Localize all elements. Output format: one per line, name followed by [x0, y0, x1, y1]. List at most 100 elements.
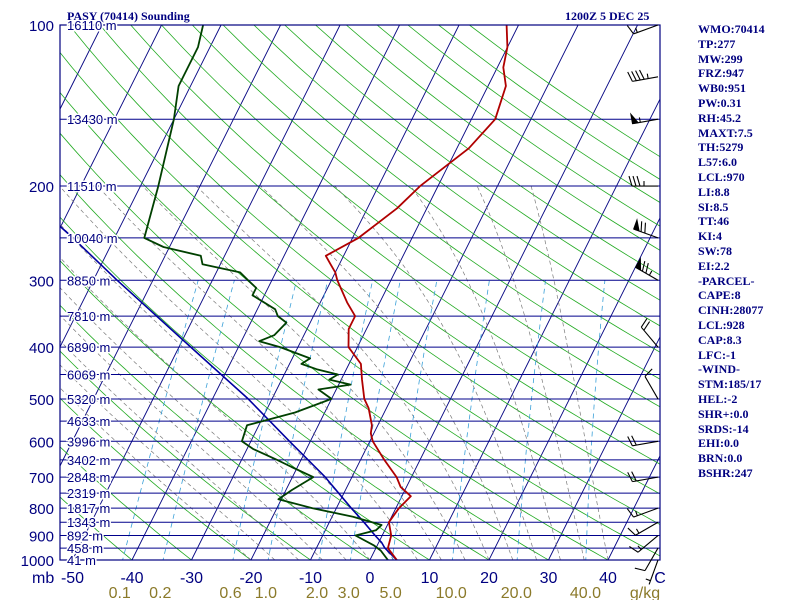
mixing-ratio-line: [516, 280, 546, 560]
temperature-tick-label: -30: [180, 570, 203, 587]
height-label: 3996 m: [67, 434, 110, 449]
parcel-lfc: LFC:-1: [698, 347, 736, 362]
wind-barb: [633, 218, 659, 239]
mixing-ratio-unit-label: g/kg: [630, 585, 660, 600]
temperature-unit-label: C: [654, 570, 666, 587]
index-sw: SW:78: [698, 243, 733, 258]
pressure-tick-label: 600: [29, 434, 54, 451]
wind-barb: [630, 112, 659, 125]
height-label: 16110 m: [67, 18, 117, 33]
dry-adiabat-line: [253, 25, 660, 327]
dry-adiabat-line: [60, 260, 431, 560]
wind-bshr: BSHR:247: [698, 465, 753, 480]
dry-adiabat-line: [130, 25, 660, 436]
mixing-ratio-line: [391, 280, 438, 560]
height-label: 10040 m: [67, 231, 118, 246]
index-ki: KI:4: [698, 229, 722, 244]
isotherm-line: [250, 25, 520, 560]
mixing-ratio-line: [267, 280, 329, 560]
dry-adiabat-line: [346, 25, 660, 251]
height-label: 6890 m: [67, 340, 110, 355]
moist-adiabat-line: [97, 185, 442, 560]
temperature-tick-label: -40: [120, 570, 143, 587]
wind-ehi: EHI:0.0: [698, 436, 740, 451]
isotherm-line: [71, 25, 341, 560]
mixing-ratio-line: [232, 280, 297, 560]
moist-adiabat-line: [476, 185, 585, 560]
moist-adiabat-line: [60, 387, 252, 560]
index-rh: RH:45.2: [698, 110, 741, 125]
dry-adiabat-line: [60, 446, 193, 560]
wind-barb: [640, 318, 659, 348]
parcel-cinh: CINH:28077: [698, 303, 764, 318]
pressure-tick-label: 800: [29, 501, 54, 518]
isotherm-line: [488, 217, 660, 560]
index-maxt: MAXT:7.5: [698, 125, 753, 140]
isotherm-line: [0, 13, 49, 571]
dry-adiabat-line: [284, 25, 660, 301]
mixing-ratio-line: [122, 280, 199, 560]
mixing-ratio-label: 0.1: [109, 585, 131, 600]
temperature-tick-label: -20: [239, 570, 262, 587]
temperature-line: [324, 25, 509, 560]
wind-barb: [627, 435, 659, 447]
index-wmo: WMO:70414: [698, 22, 765, 36]
wind-brn: BRN:0.0: [698, 451, 743, 466]
dry-adiabat-line: [99, 25, 660, 465]
isotherm-line: [60, 25, 163, 230]
observation-datetime: 1200Z 5 DEC 25: [565, 9, 649, 23]
dry-adiabat-line: [315, 25, 660, 276]
index-ei: EI:2.2: [698, 258, 730, 273]
moist-adiabat-line: [410, 185, 561, 560]
pressure-unit-label: mb: [32, 570, 54, 587]
mixing-ratio-line: [318, 280, 373, 560]
parcel-cap: CAP:8.3: [698, 332, 742, 347]
dry-adiabat-line: [60, 304, 371, 560]
wind-barb: [629, 535, 659, 553]
dry-adiabat-line: [60, 174, 550, 560]
temperature-tick-label: -10: [299, 570, 322, 587]
index-l57: L57:6.0: [698, 155, 737, 170]
wind-barb: [645, 559, 659, 585]
height-label: 11510 m: [67, 179, 117, 194]
wind-barb: [634, 257, 659, 281]
index-pw: PW:0.31: [698, 95, 742, 110]
isotherm-line: [428, 98, 660, 560]
temperature-tick-label: 20: [480, 570, 498, 587]
index-lcl: LCL:970: [698, 169, 745, 184]
height-label: 2848 m: [67, 470, 110, 485]
parcel-path-line: [60, 225, 398, 560]
mixing-ratio-line: [451, 280, 490, 560]
wind-barb: [627, 471, 659, 483]
plot-frame: [59, 24, 661, 561]
pressure-tick-label: 900: [29, 529, 54, 546]
wind-barb: [627, 521, 659, 536]
dewpoint-line: [143, 25, 389, 560]
mixing-ratio-line: [350, 280, 401, 560]
mixing-ratio-label: 10.0: [436, 585, 467, 600]
isobar-lines: [60, 24, 660, 561]
mixing-ratio-label: 2.0: [306, 585, 328, 600]
pressure-tick-label: 200: [29, 179, 54, 196]
wind-barb: [644, 368, 659, 400]
isotherm-line: [190, 25, 460, 560]
parcel-section-title: -PARCEL-: [698, 273, 755, 288]
wind-hel: HEL:-2: [698, 391, 738, 406]
dry-adiabat-line: [60, 216, 490, 560]
dry-adiabat-line: [60, 350, 312, 560]
wind-barb: [626, 507, 659, 518]
moist-adiabat-line: [142, 185, 466, 560]
mixing-ratio-label: 0.2: [149, 585, 171, 600]
isotherm-line: [60, 25, 103, 111]
wind-stm: STM:185/17: [698, 377, 762, 392]
wind-barb: [628, 175, 658, 187]
mixing-ratio-label: 20.0: [501, 585, 532, 600]
index-si: SI:8.5: [698, 199, 729, 214]
mixing-ratio-label: 0.6: [219, 585, 241, 600]
height-label: 4633 m: [67, 414, 110, 429]
temperature-tick-label: 40: [599, 570, 617, 587]
moist-adiabat-line: [60, 186, 418, 560]
index-tp: TP:277: [698, 36, 736, 51]
